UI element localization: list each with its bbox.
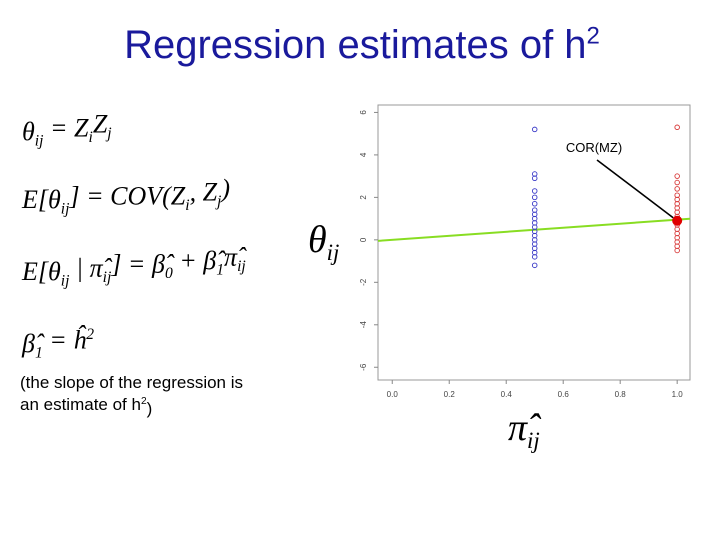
y-tick-label: -6 <box>359 363 368 371</box>
subscript: ij <box>327 240 340 265</box>
text-run: Regression estimates of h <box>124 23 586 67</box>
subscript: j <box>215 193 221 210</box>
text-run: ) <box>147 399 153 418</box>
x-axis-label: π̂ij​ <box>508 407 542 453</box>
text-run: , Z <box>190 178 218 207</box>
note-line: an estimate of h2​) <box>20 395 152 418</box>
plot-frame <box>377 104 691 381</box>
x-tick-label: 0.0 <box>387 390 399 399</box>
point <box>674 179 680 186</box>
subscript: j <box>105 125 111 142</box>
slide-title: Regression estimates of h2​ <box>124 23 600 67</box>
text-run: ] = β̂ <box>110 250 175 279</box>
point <box>531 175 538 182</box>
point <box>531 194 538 201</box>
subscript: ij <box>103 269 112 286</box>
x-tick-label: 0.4 <box>501 390 513 399</box>
text-run: = Z <box>43 113 89 142</box>
annotation-arrow <box>596 159 674 219</box>
text-run: Z <box>93 110 108 139</box>
text-run: E[θ <box>21 185 61 214</box>
y-tick-label: 4 <box>359 152 368 157</box>
subscript: i <box>185 197 189 214</box>
subscript: ij <box>61 200 70 217</box>
annotation: COR(MZ) <box>566 140 622 155</box>
text-run: ] = COV(Z <box>68 181 185 210</box>
subscript: ij <box>237 258 246 275</box>
equation: θij​ = Zi​Zj​ <box>22 110 112 150</box>
y-axis-label: θij​ <box>308 219 339 265</box>
point <box>531 200 538 207</box>
text-run: E[θ <box>21 257 61 286</box>
text-run: = ĥ <box>43 325 88 354</box>
subscript: 1 <box>35 344 43 361</box>
x-tick-label: 0.6 <box>558 390 570 399</box>
subscript: ij <box>527 428 540 453</box>
text-run: θ <box>22 117 35 146</box>
subscript: 1 <box>216 262 224 279</box>
point <box>531 126 538 133</box>
equation: E[θij​ | π̂ij​] = β̂0​ + β̂1​π̂ij​ <box>21 242 247 289</box>
point <box>674 173 680 179</box>
y-tick-label: 2 <box>359 195 368 200</box>
subscript: i <box>88 129 92 146</box>
point <box>674 186 680 192</box>
regression-line <box>377 217 691 242</box>
subscript: ij <box>61 272 70 289</box>
superscript: 2 <box>587 23 600 50</box>
y-tick-label: 6 <box>359 110 368 115</box>
point <box>674 124 680 131</box>
subscript: ij <box>35 132 44 149</box>
y-tick-label: 0 <box>359 237 368 242</box>
subscript: 0 <box>165 265 173 282</box>
superscript: 2 <box>86 326 94 343</box>
y-tick-label: -2 <box>359 278 368 286</box>
point <box>674 247 680 254</box>
equation: E[θij​] = COV(Zi​, Zj​) <box>21 174 230 217</box>
text-run: (the slope of the regression is <box>20 373 243 392</box>
x-tick-label: 0.8 <box>615 390 627 399</box>
point <box>531 254 538 260</box>
text-run: ) <box>219 174 230 203</box>
superscript: 2 <box>141 396 147 407</box>
equation: β̂1​ = ĥ2​ <box>21 325 94 361</box>
note-line: (the slope of the regression is <box>20 373 243 392</box>
highlight-point <box>672 215 683 226</box>
text-run: an estimate of h <box>20 395 141 414</box>
point <box>531 188 538 194</box>
y-tick-label: -4 <box>359 321 368 329</box>
x-tick-label: 1.0 <box>672 390 684 399</box>
x-tick-label: 0.2 <box>444 390 456 399</box>
point <box>531 262 538 269</box>
text-run: θ <box>308 219 327 261</box>
